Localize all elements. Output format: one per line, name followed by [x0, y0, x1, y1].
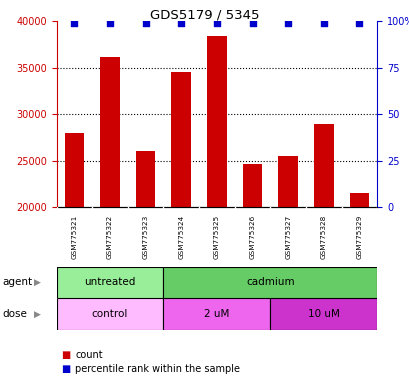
Text: untreated: untreated	[84, 277, 135, 287]
Text: ▶: ▶	[34, 310, 41, 318]
Text: GSM775329: GSM775329	[355, 215, 362, 259]
Text: count: count	[75, 350, 102, 360]
Text: 10 uM: 10 uM	[307, 309, 339, 319]
Text: ▶: ▶	[34, 278, 41, 287]
Text: cadmium: cadmium	[245, 277, 294, 287]
Bar	[100, 56, 119, 207]
Text: ■: ■	[61, 350, 70, 360]
Text: GSM775323: GSM775323	[142, 215, 148, 259]
Text: GSM775321: GSM775321	[71, 215, 77, 259]
Text: control: control	[92, 309, 128, 319]
Point	[71, 20, 77, 26]
Text: GSM775326: GSM775326	[249, 215, 255, 259]
Point	[320, 20, 326, 26]
Text: GSM775327: GSM775327	[284, 215, 290, 259]
Text: ■: ■	[61, 364, 70, 374]
Bar	[56, 267, 163, 298]
Point	[106, 20, 113, 26]
Bar	[278, 156, 297, 207]
Point	[249, 20, 255, 26]
Text: GSM775325: GSM775325	[213, 215, 219, 259]
Point	[213, 20, 220, 26]
Text: GSM775328: GSM775328	[320, 215, 326, 259]
Bar	[135, 151, 155, 207]
Text: agent: agent	[2, 277, 32, 287]
Bar	[163, 298, 270, 330]
Bar	[242, 164, 262, 207]
Bar	[56, 298, 163, 330]
Bar	[349, 194, 368, 207]
Text: 2 uM: 2 uM	[204, 309, 229, 319]
Text: GDS5179 / 5345: GDS5179 / 5345	[150, 8, 259, 22]
Bar	[65, 133, 84, 207]
Text: GSM775324: GSM775324	[178, 215, 184, 259]
Text: percentile rank within the sample: percentile rank within the sample	[75, 364, 239, 374]
Point	[284, 20, 291, 26]
Point	[142, 20, 148, 26]
Point	[178, 20, 184, 26]
Bar	[163, 267, 376, 298]
Bar	[313, 124, 333, 207]
Bar	[270, 298, 376, 330]
Bar	[171, 72, 191, 207]
Bar	[207, 36, 226, 207]
Text: dose: dose	[2, 309, 27, 319]
Text: GSM775322: GSM775322	[107, 215, 113, 259]
Point	[355, 20, 362, 26]
